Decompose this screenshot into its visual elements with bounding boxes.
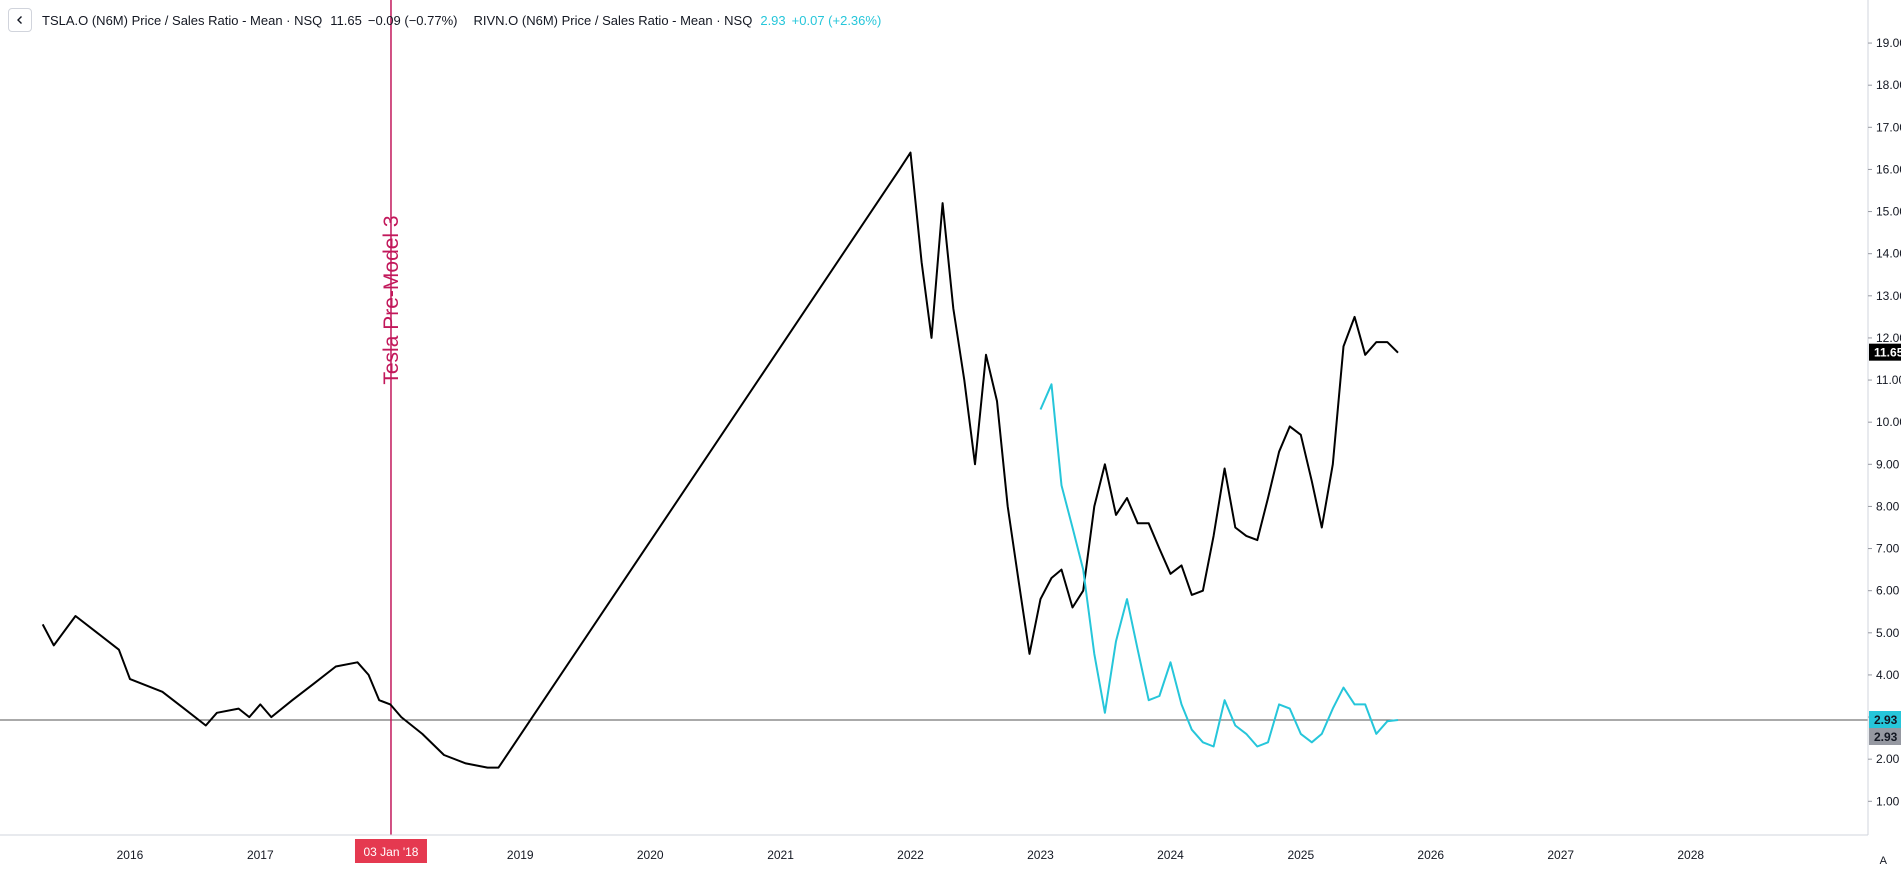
time-tick-label: 2027 <box>1547 848 1574 862</box>
price-tick-label: 14.00 <box>1876 247 1901 261</box>
price-tag-tsla: 11.65 <box>1874 346 1901 360</box>
time-tick-label: 2023 <box>1027 848 1054 862</box>
legend-value-rivn: 2.93 <box>760 12 786 28</box>
price-tick-label: 15.00 <box>1876 205 1901 219</box>
time-tick-label: 2020 <box>637 848 664 862</box>
price-tick-label: 7.00 <box>1876 542 1900 556</box>
time-tick-label: 2028 <box>1677 848 1704 862</box>
price-tick-label: 19.00 <box>1876 36 1901 50</box>
legend-change-rivn: +0.07 (+2.36%) <box>791 12 882 28</box>
legend-value-tsla: 11.65 <box>330 12 362 28</box>
price-tick-label: 17.00 <box>1876 120 1901 134</box>
chart-legend: TSLA.O (N6M) Price / Sales Ratio - Mean … <box>8 6 897 34</box>
time-tick-label: 2025 <box>1287 848 1314 862</box>
price-tag-tsla-bg <box>1869 343 1901 361</box>
price-tick-label: 16.00 <box>1876 162 1901 176</box>
time-tick-label: 2021 <box>767 848 794 862</box>
chevron-left-icon <box>17 16 22 24</box>
time-tick-label: 2017 <box>247 848 274 862</box>
series-line-rivn[interactable] <box>1039 383 1399 748</box>
legend-item-rivn[interactable]: RIVN.O (N6M) Price / Sales Ratio - Mean … <box>474 13 882 28</box>
price-tag-hline-bg <box>1869 728 1901 746</box>
auto-scale-button[interactable]: A <box>1879 855 1887 867</box>
price-tick-label: 6.00 <box>1876 584 1900 598</box>
price-tick-label: 8.00 <box>1876 499 1900 513</box>
time-tick-label: 2019 <box>507 848 534 862</box>
legend-change-tsla: −0.09 (−0.77%) <box>367 12 458 28</box>
price-tick-label: 1.00 <box>1876 794 1900 808</box>
event-date-tag-bg <box>354 839 427 863</box>
event-label: Tesla Pre-Model 3 <box>380 215 403 384</box>
price-tick-label: 9.00 <box>1876 457 1900 471</box>
price-tag-hline: 2.93 <box>1874 730 1898 744</box>
series-line-tsla[interactable] <box>41 151 1399 769</box>
legend-item-tsla[interactable]: TSLA.O (N6M) Price / Sales Ratio - Mean … <box>42 13 458 28</box>
price-tick-label: 11.00 <box>1876 373 1901 387</box>
price-tick-label: 5.00 <box>1876 626 1900 640</box>
time-tick-label: 2024 <box>1157 848 1184 862</box>
price-tick-label: 13.00 <box>1876 289 1901 303</box>
legend-name-rivn: RIVN.O (N6M) Price / Sales Ratio - Mean … <box>473 12 753 28</box>
price-tick-label: 10.00 <box>1876 415 1901 429</box>
price-tick-label: 18.00 <box>1876 78 1901 92</box>
time-tick-label: 2016 <box>117 848 144 862</box>
event-date-tag: 03 Jan '18 <box>363 845 418 859</box>
price-tick-label: 2.00 <box>1876 752 1900 766</box>
legend-name-tsla: TSLA.O (N6M) Price / Sales Ratio - Mean … <box>42 12 323 28</box>
price-tag-rivn: 2.93 <box>1874 713 1898 727</box>
price-tick-label: 12.00 <box>1876 331 1901 345</box>
back-button[interactable] <box>8 8 32 32</box>
time-tick-label: 2022 <box>897 848 924 862</box>
price-tick-label: 4.00 <box>1876 668 1900 682</box>
price-tag-rivn-bg <box>1869 711 1901 729</box>
time-tick-label: 2026 <box>1417 848 1444 862</box>
